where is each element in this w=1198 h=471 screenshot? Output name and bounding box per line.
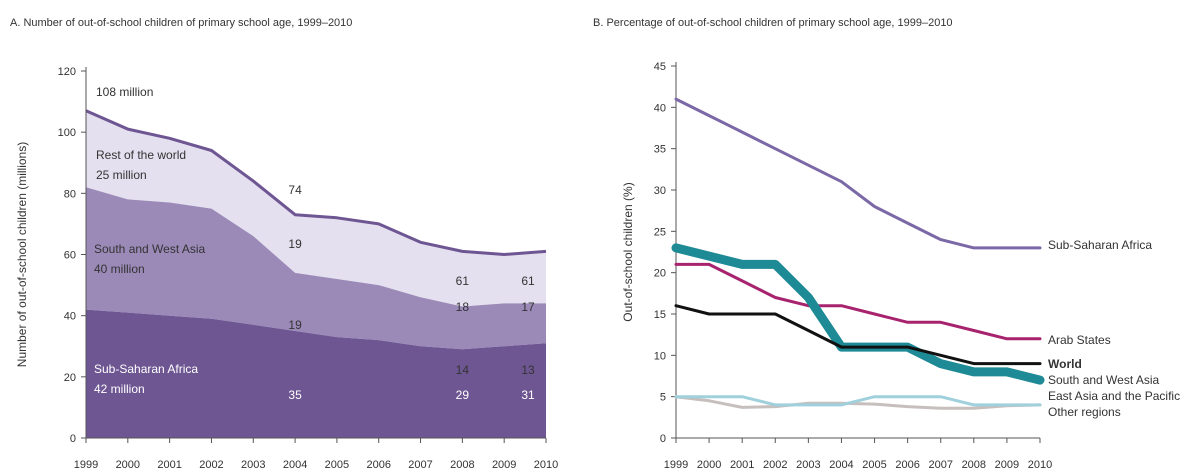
chart-a-title: A. Number of out-of-school children of p… (10, 17, 353, 29)
y-tick-label: 100 (58, 127, 76, 139)
y-tick-label: 20 (654, 268, 666, 280)
label-rest-2004: 19 (288, 237, 302, 251)
y-tick-label: 45 (654, 61, 666, 73)
x-tick-label: 2008 (962, 459, 986, 471)
label-ssa-value: 42 million (94, 382, 145, 396)
series-label-1: Arab States (1048, 333, 1111, 347)
label-rest-name: Rest of the world (96, 148, 186, 162)
line-series-1 (674, 262, 1042, 341)
label-rest-value: 25 million (96, 168, 147, 182)
x-tick-label: 2006 (366, 459, 390, 471)
y-tick-label: 30 (654, 185, 666, 197)
x-tick-label: 1999 (74, 459, 98, 471)
x-tick-label: 2004 (829, 459, 853, 471)
x-tick-label: 2001 (730, 459, 754, 471)
x-tick-label: 2010 (1028, 459, 1052, 471)
y-tick-label: 10 (654, 350, 666, 362)
total-line (85, 109, 547, 256)
y-axis-label: Out-of-school children (%) (621, 182, 635, 321)
line-series-5 (674, 395, 1042, 410)
label-ssa-name: Sub-Saharan Africa (94, 362, 198, 376)
y-tick-label: 40 (64, 311, 76, 323)
label-ssa-2004: 35 (288, 388, 302, 402)
label-swa-2008: 14 (456, 363, 470, 377)
series-label-4: East Asia and the Pacific (1048, 389, 1180, 403)
y-tick-label: 0 (70, 433, 76, 445)
y-axis-label: Number of out-of-school children (millio… (15, 142, 29, 367)
x-tick-label: 2004 (283, 459, 307, 471)
chart-a-svg: 0 20 40 60 80 100 120 1999 2000 2001 2002 2003 2004 2… (15, 66, 558, 471)
x-tick-label: 2002 (763, 459, 787, 471)
series-label-5: Other regions (1048, 405, 1121, 419)
x-tick-label: 2001 (157, 459, 181, 471)
y-tick-label: 80 (64, 188, 76, 200)
y-tick-label: 5 (660, 392, 666, 404)
x-tick-label: 2009 (492, 459, 516, 471)
label-swa-name: South and West Asia (94, 242, 206, 256)
chart-b-svg: 0 5 10 15 20 25 30 35 40 45 1999 2000 2001 2002 2003 20… (621, 61, 1180, 471)
x-tick-label: 2007 (408, 459, 432, 471)
y-tick-label: 120 (58, 66, 76, 78)
x-tick-label: 2006 (895, 459, 919, 471)
series-label-0: Sub-Saharan Africa (1048, 238, 1152, 252)
x-tick-label: 2003 (241, 459, 265, 471)
x-tick-label: 2003 (796, 459, 820, 471)
x-tick-label: 2005 (862, 459, 886, 471)
label-swa-2010: 13 (521, 363, 535, 377)
series-label-2: World (1048, 357, 1082, 371)
x-tick-label: 2007 (928, 459, 952, 471)
label-rest-2008: 18 (456, 300, 470, 314)
line-series-4 (674, 395, 1042, 407)
label-total-2008: 61 (456, 274, 470, 288)
y-tick-label: 40 (654, 102, 666, 114)
x-tick-label: 2010 (534, 459, 558, 471)
label-swa-value: 40 million (94, 262, 145, 276)
x-tick-label: 1999 (664, 459, 688, 471)
y-tick-label: 25 (654, 226, 666, 238)
y-tick-label: 60 (64, 250, 76, 262)
x-tick-label: 2008 (450, 459, 474, 471)
line-series-2 (674, 304, 1042, 366)
label-start-total: 108 million (96, 85, 153, 99)
x-tick-label: 2005 (325, 459, 349, 471)
x-tick-label: 2002 (199, 459, 223, 471)
label-ssa-2008: 29 (456, 388, 470, 402)
x-tick-label: 2000 (697, 459, 721, 471)
y-tick-label: 0 (660, 433, 666, 445)
label-total-2004: 74 (288, 183, 302, 197)
line-series-0 (674, 97, 1042, 250)
area-series-0 (86, 309, 546, 438)
chart-b-panel: B. Percentage of out-of-school children … (590, 0, 1198, 471)
label-rest-2010: 17 (521, 300, 535, 314)
chart-b-title: B. Percentage of out-of-school children … (593, 17, 953, 29)
label-swa-2004: 19 (288, 318, 302, 332)
label-total-2010: 61 (521, 274, 535, 288)
y-tick-label: 15 (654, 309, 666, 321)
y-tick-label: 35 (654, 144, 666, 156)
area-series-2 (86, 110, 546, 307)
series-label-3: South and West Asia (1048, 373, 1160, 387)
y-tick-label: 20 (64, 372, 76, 384)
x-tick-label: 2009 (995, 459, 1019, 471)
x-tick-label: 2000 (116, 459, 140, 471)
chart-a-panel: A. Number of out-of-school children of p… (0, 0, 590, 471)
area-series-1 (86, 187, 546, 350)
label-ssa-2010: 31 (521, 388, 535, 402)
